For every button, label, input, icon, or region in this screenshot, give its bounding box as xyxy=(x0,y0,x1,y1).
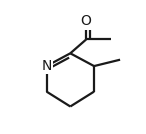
Text: N: N xyxy=(41,59,52,73)
Text: O: O xyxy=(81,14,92,28)
